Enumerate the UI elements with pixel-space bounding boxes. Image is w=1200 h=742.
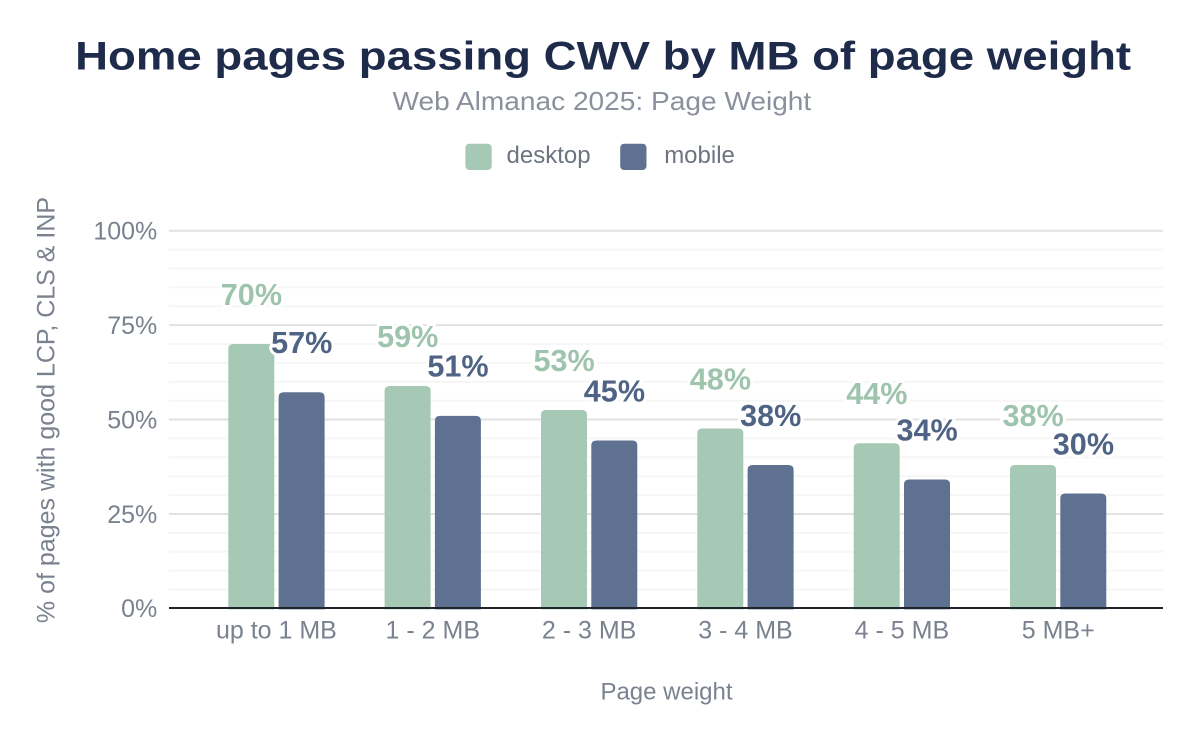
svg-text:53%: 53% <box>534 344 595 378</box>
svg-text:mobile: mobile <box>664 142 735 169</box>
svg-text:57%: 57% <box>271 326 332 360</box>
svg-text:59%: 59% <box>377 320 438 354</box>
svg-text:3 - 4 MB: 3 - 4 MB <box>698 617 792 645</box>
svg-text:up to 1 MB: up to 1 MB <box>216 617 337 645</box>
svg-text:38%: 38% <box>1003 399 1064 433</box>
svg-text:44%: 44% <box>846 377 907 411</box>
svg-text:4 - 5 MB: 4 - 5 MB <box>855 617 949 645</box>
svg-text:Home pages passing CWV by MB o: Home pages passing CWV by MB of page wei… <box>75 34 1131 79</box>
svg-text:38%: 38% <box>740 399 801 433</box>
svg-text:Web Almanac 2025: Page Weight: Web Almanac 2025: Page Weight <box>392 87 811 116</box>
svg-text:0%: 0% <box>121 595 157 623</box>
svg-text:30%: 30% <box>1053 427 1114 461</box>
svg-text:34%: 34% <box>897 413 958 447</box>
svg-text:% of pages with good LCP, CLS: % of pages with good LCP, CLS & INP <box>33 197 61 623</box>
svg-text:2 - 3 MB: 2 - 3 MB <box>542 617 636 645</box>
svg-text:48%: 48% <box>690 362 751 396</box>
svg-text:25%: 25% <box>107 501 157 529</box>
svg-text:50%: 50% <box>107 406 157 434</box>
svg-text:1 - 2 MB: 1 - 2 MB <box>386 617 480 645</box>
svg-text:51%: 51% <box>427 350 488 384</box>
svg-text:desktop: desktop <box>507 142 591 169</box>
svg-text:70%: 70% <box>221 278 282 312</box>
svg-text:Page weight: Page weight <box>600 679 732 706</box>
svg-text:75%: 75% <box>107 312 157 340</box>
svg-text:5 MB+: 5 MB+ <box>1022 617 1095 645</box>
svg-text:45%: 45% <box>584 374 645 408</box>
svg-text:100%: 100% <box>93 218 157 246</box>
